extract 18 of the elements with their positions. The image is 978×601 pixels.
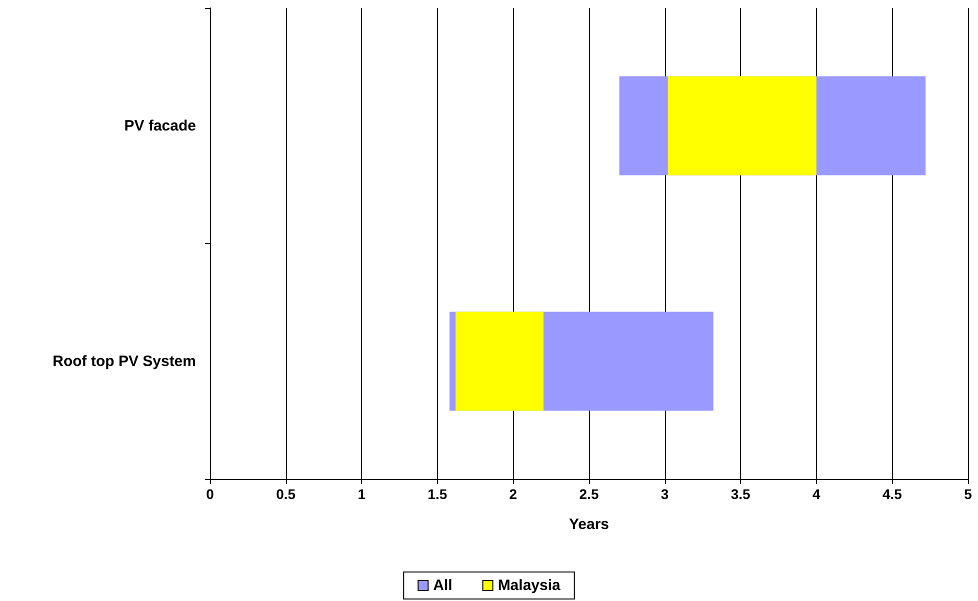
- x-tick-label: 1: [358, 486, 366, 502]
- x-tick-label: 0: [206, 486, 214, 502]
- x-tick-label: 3.5: [730, 486, 751, 502]
- legend-label: All: [433, 577, 452, 594]
- x-tick-label: 0.5: [276, 486, 296, 502]
- legend-label: Malaysia: [498, 577, 562, 594]
- x-tick-label: 2: [509, 486, 518, 502]
- x-tick-label: 5: [964, 486, 972, 502]
- x-tick-label: 3: [660, 486, 669, 502]
- x-tick-label: 4.5: [882, 486, 902, 502]
- x-axis-title: Years: [568, 516, 610, 533]
- y-tick-label: Roof top PV System: [52, 352, 196, 370]
- x-tick-label: 2.5: [579, 486, 599, 502]
- bar: [668, 76, 816, 176]
- x-tick-label: 1.5: [428, 486, 448, 502]
- y-tick-label: PV facade: [124, 117, 196, 134]
- x-tick-label: 4: [812, 486, 820, 502]
- bar: [456, 312, 544, 411]
